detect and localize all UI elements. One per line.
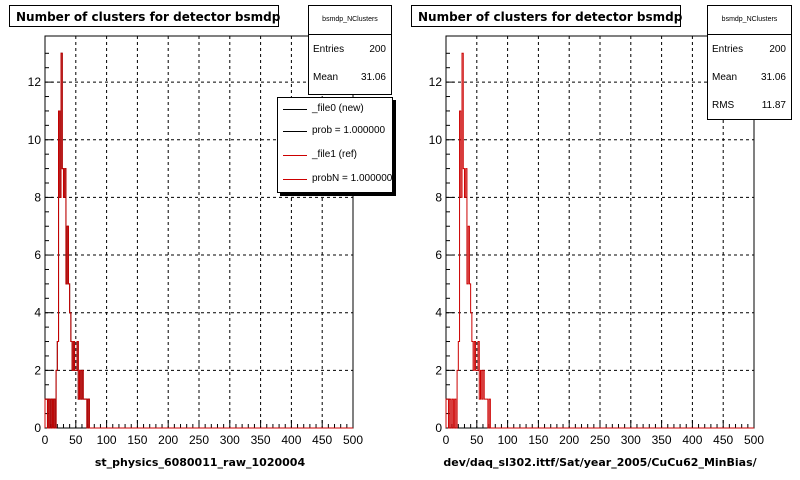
x-tick-label: 300 xyxy=(220,433,240,447)
y-tick-label: 12 xyxy=(28,75,42,89)
legend-entry: probN = 1.000000 xyxy=(278,172,393,188)
right-stats-row-mean: Mean 31.06 xyxy=(708,63,791,91)
x-tick-label: 200 xyxy=(158,433,178,447)
legend-entry: _file1 (ref) xyxy=(278,148,392,164)
x-tick-label: 250 xyxy=(590,433,610,447)
x-tick-label: 250 xyxy=(189,433,209,447)
right-stats-box: bsmdp_NClusters Entries 200 Mean 31.06 R… xyxy=(707,5,792,120)
y-tick-label: 10 xyxy=(429,133,443,147)
y-tick-label: 6 xyxy=(34,248,41,262)
left-histogram-plot: 0 50 100 150 200 250 300 350 400 450 500 0 2 4 6 8 10 12 xyxy=(28,35,363,447)
y-tick-label: 6 xyxy=(435,248,442,262)
histogram-series-0 xyxy=(445,52,754,429)
left-pad-title: Number of clusters for detector bsmdp xyxy=(9,5,280,27)
y-tick-label: 0 xyxy=(435,421,442,435)
x-tick-label: 0 xyxy=(42,433,49,447)
y-tick-label: 8 xyxy=(435,190,442,204)
stats-value: 200 xyxy=(769,44,786,55)
right-pad-title: Number of clusters for detector bsmdp xyxy=(411,5,682,27)
x-tick-label: 500 xyxy=(343,433,363,447)
stats-value: 31.06 xyxy=(360,72,386,83)
x-tick-label: 100 xyxy=(498,433,518,447)
x-tick-label: 450 xyxy=(312,433,332,447)
right-stats-row-entries: Entries 200 xyxy=(708,35,791,63)
x-tick-label: 150 xyxy=(127,433,147,447)
y-tick-label: 0 xyxy=(34,421,41,435)
stats-value: 31.06 xyxy=(760,72,786,83)
x-tick-label: 150 xyxy=(528,433,548,447)
legend-label: _file0 (new) xyxy=(312,103,364,114)
stats-label: Mean xyxy=(712,72,738,83)
x-tick-label: 50 xyxy=(470,433,484,447)
left-x-axis-label: st_physics_6080011_raw_1020004 xyxy=(94,456,306,469)
left-legend: _file0 (new) prob = 1.000000 _file1 (ref… xyxy=(277,97,393,193)
legend-entry: _file0 (new) xyxy=(278,102,392,118)
x-tick-label: 400 xyxy=(682,433,702,447)
legend-label: _file1 (ref) xyxy=(312,149,358,160)
right-stats-name: bsmdp_NClusters xyxy=(708,6,791,35)
legend-line-black xyxy=(283,131,307,132)
right-histogram-plot: 0 50 100 150 200 250 300 350 400 450 500 0 2 4 6 8 10 12 xyxy=(429,35,764,447)
legend-entry: prob = 1.000000 xyxy=(278,124,392,140)
x-tick-label: 450 xyxy=(713,433,733,447)
y-tick-label: 2 xyxy=(435,363,442,377)
x-tick-label: 0 xyxy=(443,433,450,447)
legend-line-red xyxy=(283,179,307,180)
left-stats-name: bsmdp_NClusters xyxy=(309,6,391,35)
x-tick-label: 350 xyxy=(652,433,672,447)
legend-label: prob = 1.000000 xyxy=(312,125,386,136)
x-tick-label: 350 xyxy=(251,433,271,447)
x-tick-label: 200 xyxy=(559,433,579,447)
y-tick-label: 10 xyxy=(28,133,42,147)
plot-frame xyxy=(44,35,354,429)
right-x-axis-label: dev/daq_sl302.ittf/Sat/year_2005/CuCu62_… xyxy=(443,456,757,469)
stats-value: 200 xyxy=(369,44,386,55)
x-tick-label: 300 xyxy=(621,433,641,447)
stats-label: RMS xyxy=(712,100,735,111)
legend-line-red xyxy=(283,155,307,156)
left-stats-row-entries: Entries 200 xyxy=(309,35,391,63)
stats-label: Entries xyxy=(712,44,744,55)
stats-label: Entries xyxy=(313,44,345,55)
legend-line-black xyxy=(283,109,307,110)
stats-value: 11.87 xyxy=(761,100,786,111)
y-tick-label: 4 xyxy=(435,306,442,320)
left-pad: 0 50 100 150 200 250 300 350 400 450 500 0 2 4 6 8 10 12 … xyxy=(9,5,393,469)
y-tick-label: 4 xyxy=(34,306,41,320)
right-pad: 0 50 100 150 200 250 300 350 400 450 500 0 2 4 6 8 10 12 … xyxy=(400,0,800,480)
left-stats-box: bsmdp_NClusters Entries 200 Mean 31.06 xyxy=(308,5,392,95)
y-tick-label: 12 xyxy=(429,75,443,89)
x-tick-label: 500 xyxy=(744,433,764,447)
right-stats-row-rms: RMS 11.87 xyxy=(708,91,791,119)
y-tick-label: 8 xyxy=(34,190,41,204)
x-tick-label: 400 xyxy=(281,433,301,447)
legend-label: probN = 1.000000 xyxy=(312,173,393,184)
left-stats-row-mean: Mean 31.06 xyxy=(309,63,391,91)
y-tick-label: 2 xyxy=(34,363,41,377)
x-tick-label: 100 xyxy=(97,433,117,447)
stats-label: Mean xyxy=(313,72,339,83)
x-tick-label: 50 xyxy=(69,433,83,447)
histogram-series-1 xyxy=(44,52,353,429)
